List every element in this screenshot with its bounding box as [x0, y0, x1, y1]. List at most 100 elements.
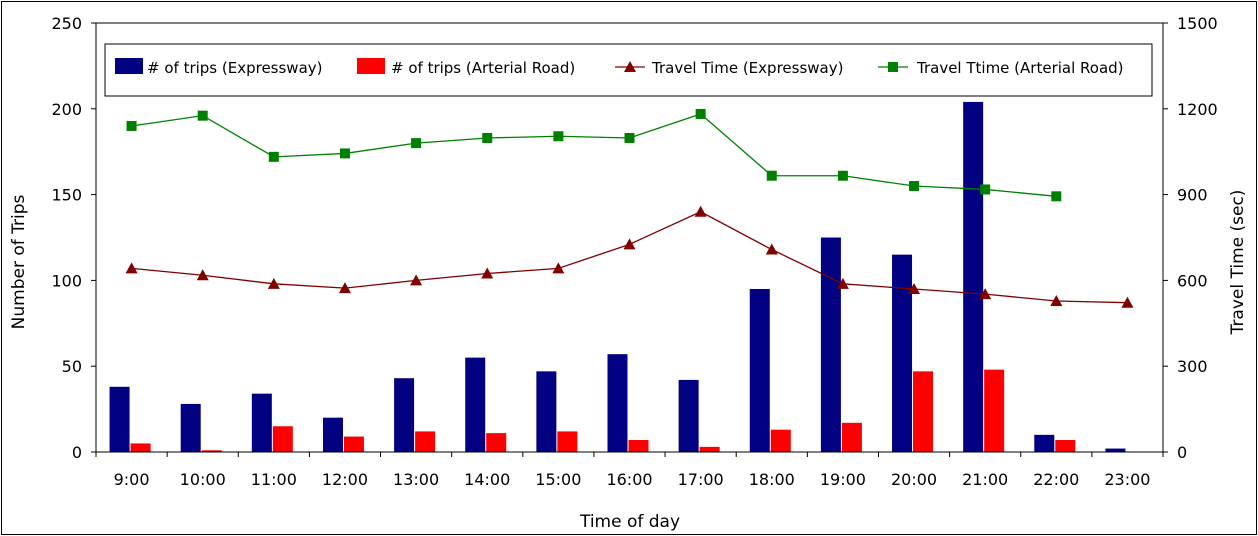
bar — [770, 429, 791, 452]
bar — [536, 371, 557, 452]
y2-tick-label: 0 — [1177, 443, 1187, 462]
line-point-square — [482, 132, 493, 143]
x-tick-label: 9:00 — [114, 470, 150, 489]
bar — [913, 371, 934, 452]
bar — [678, 379, 699, 452]
line-point-square — [553, 131, 564, 142]
x-tick-label: 14:00 — [464, 470, 510, 489]
bar — [201, 450, 222, 452]
legend-swatch — [115, 58, 143, 74]
x-tick-label: 21:00 — [962, 470, 1008, 489]
legend-marker-triangle — [624, 61, 636, 72]
x-tick-label: 11:00 — [251, 470, 297, 489]
y-tick-label: 100 — [51, 271, 82, 290]
line-point-triangle — [979, 288, 992, 300]
legend-label: Travel Ttime (Arterial Road) — [916, 59, 1124, 77]
legend-label: # of trips (Expressway) — [147, 59, 323, 77]
bar — [272, 426, 293, 452]
y-axis-title: Number of Trips — [9, 194, 29, 329]
line-point-square — [909, 181, 920, 192]
bar — [109, 386, 130, 452]
legend-label: # of trips (Arterial Road) — [391, 59, 575, 77]
bar — [607, 354, 628, 452]
bar — [628, 439, 649, 452]
line-point-square — [837, 170, 848, 181]
bar — [486, 433, 507, 452]
legend-marker-square — [888, 62, 898, 72]
series-line — [131, 113, 1057, 197]
line-point-square — [695, 108, 706, 119]
y-tick-label: 150 — [51, 186, 82, 205]
bar — [984, 369, 1005, 452]
bar — [251, 393, 272, 452]
line-point-triangle — [908, 282, 921, 294]
bar — [557, 431, 578, 452]
x-tick-label: 13:00 — [393, 470, 439, 489]
line-point-triangle — [267, 277, 280, 289]
line-point-triangle — [410, 274, 423, 286]
plot-area-frame — [95, 22, 1164, 453]
y2-tick-label: 300 — [1177, 357, 1208, 376]
bar — [820, 237, 841, 452]
legend-swatch — [357, 58, 385, 74]
bar — [465, 357, 486, 452]
line-point-square — [411, 138, 422, 149]
y2-tick-label: 1500 — [1177, 14, 1218, 33]
line-point-square — [197, 110, 208, 121]
y2-tick-label: 1200 — [1177, 100, 1218, 119]
line-point-triangle — [338, 282, 351, 294]
bar — [1055, 439, 1076, 452]
line-point-triangle — [836, 277, 849, 289]
line-point-square — [1051, 191, 1062, 202]
line-point-triangle — [765, 243, 778, 255]
legend-label: Travel Time (Expressway) — [651, 59, 843, 77]
y-tick-label: 0 — [72, 443, 82, 462]
x-tick-label: 10:00 — [180, 470, 226, 489]
line-point-triangle — [552, 262, 565, 274]
bar — [130, 443, 151, 452]
bar — [749, 288, 770, 452]
bar — [343, 436, 364, 452]
bar — [180, 403, 201, 452]
y2-tick-label: 900 — [1177, 186, 1208, 205]
line-point-square — [268, 151, 279, 162]
bar — [892, 254, 913, 452]
x-tick-label: 17:00 — [678, 470, 724, 489]
x-tick-label: 19:00 — [820, 470, 866, 489]
bar — [1034, 434, 1055, 452]
line-point-square — [126, 120, 137, 131]
y-tick-label: 50 — [62, 357, 82, 376]
x-tick-label: 18:00 — [749, 470, 795, 489]
y2-axis-title: Travel Time (sec) — [1228, 190, 1248, 336]
line-point-square — [624, 132, 635, 143]
line-point-square — [339, 148, 350, 159]
line-point-triangle — [1050, 294, 1063, 306]
line-point-triangle — [125, 262, 138, 274]
legend: # of trips (Expressway) # of trips (Arter… — [104, 43, 1153, 97]
bar — [394, 378, 415, 452]
line-point-triangle — [1121, 296, 1134, 308]
bar — [963, 101, 984, 452]
bar — [322, 417, 343, 452]
x-tick-label: 23:00 — [1104, 470, 1150, 489]
line-point-triangle — [196, 269, 209, 281]
line-point-triangle — [623, 238, 636, 250]
bar — [415, 431, 436, 452]
line-point-triangle — [481, 267, 494, 279]
bar — [1105, 448, 1126, 452]
x-tick-label: 16:00 — [606, 470, 652, 489]
bar — [841, 422, 862, 452]
line-point-square — [766, 170, 777, 181]
x-tick-label: 20:00 — [891, 470, 937, 489]
bar — [699, 446, 720, 452]
y-tick-label: 250 — [51, 14, 82, 33]
line-point-square — [980, 184, 991, 195]
x-axis-title: Time of day — [579, 512, 680, 532]
x-tick-label: 22:00 — [1033, 470, 1079, 489]
y-tick-label: 200 — [51, 100, 82, 119]
x-tick-label: 12:00 — [322, 470, 368, 489]
y2-tick-label: 600 — [1177, 271, 1208, 290]
line-point-triangle — [694, 205, 707, 217]
